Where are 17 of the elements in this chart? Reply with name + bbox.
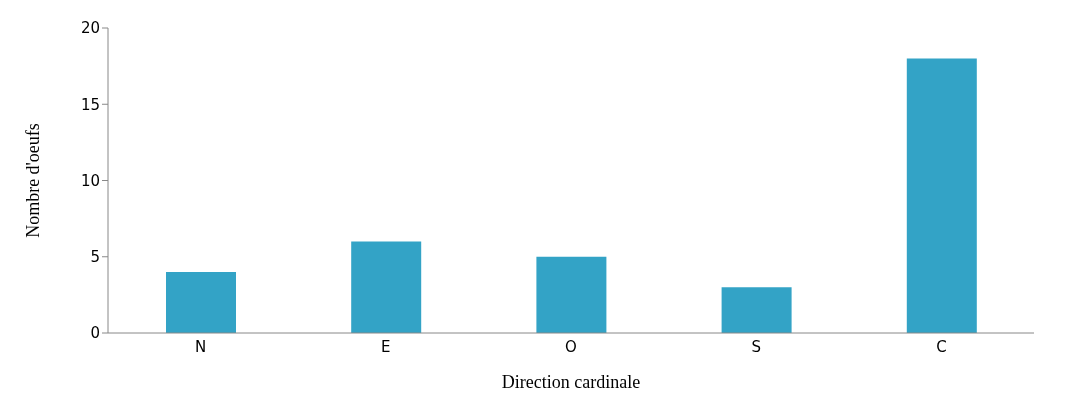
y-tick-label: 10 [80, 171, 100, 190]
bar [536, 256, 607, 333]
y-tick-label: 0 [90, 324, 100, 343]
x-tick-label: O [565, 337, 577, 356]
bar [721, 287, 792, 333]
y-axis-title: Nombre d'oeufs [23, 123, 44, 238]
x-tick-label: S [751, 337, 761, 356]
bar [166, 272, 236, 333]
y-tick-label: 20 [80, 19, 100, 38]
bar [906, 58, 977, 333]
y-tick-label: 5 [90, 248, 100, 267]
x-tick-label: N [194, 337, 207, 356]
x-tick-label: E [381, 337, 391, 356]
x-tick-label: C [936, 337, 947, 356]
bar [351, 241, 422, 333]
x-axis-title: Direction cardinale [501, 372, 641, 392]
y-tick-label: 15 [80, 95, 100, 114]
